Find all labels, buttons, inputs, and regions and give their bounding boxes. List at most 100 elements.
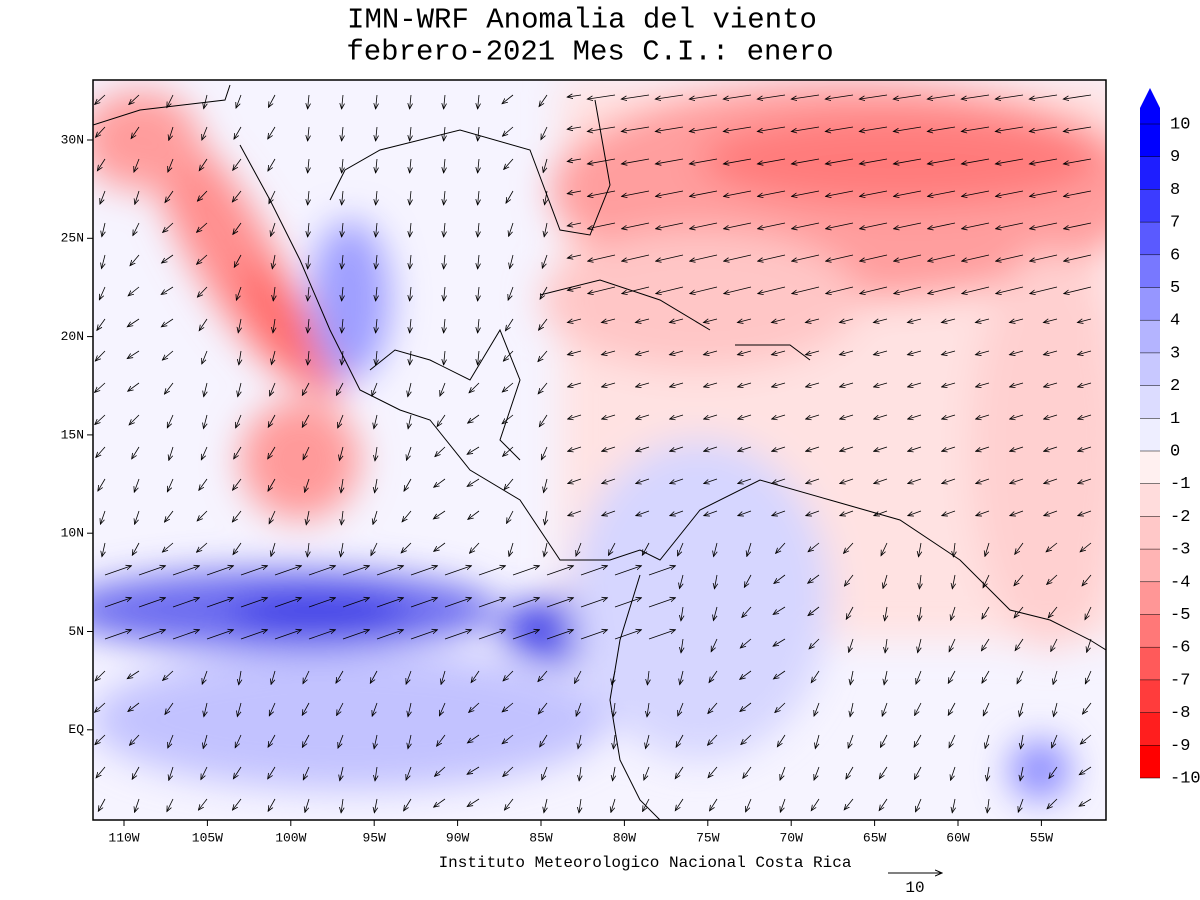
wind-arrow (647, 702, 649, 717)
colorbar-label: -10 (1170, 769, 1200, 788)
wind-arrow (942, 478, 956, 484)
wind-arrow (983, 574, 990, 588)
wind-arrow (587, 158, 616, 164)
wind-arrow (540, 734, 548, 747)
wind-arrow (714, 574, 717, 589)
wind-arrow (1030, 286, 1058, 294)
wind-arrow (302, 734, 310, 747)
wind-arrow (740, 670, 752, 679)
wind-arrow (104, 630, 131, 640)
wind-arrow (168, 734, 174, 748)
wind-arrow (738, 478, 752, 484)
wind-arrow (1030, 190, 1058, 196)
wind-arrow (928, 286, 956, 294)
wind-arrow (341, 478, 343, 493)
wind-arrow (927, 126, 956, 132)
lat-tick-label: EQ (68, 722, 84, 737)
wind-arrow (1009, 319, 1024, 323)
wind-arrow (773, 638, 786, 646)
wind-arrow (670, 478, 684, 484)
wind-arrow (342, 318, 343, 333)
wind-arrow (444, 566, 471, 576)
wind-arrow (342, 126, 343, 141)
wind-arrow (1077, 319, 1092, 323)
colorbar-label: 5 (1170, 279, 1180, 298)
wind-arrow (885, 638, 887, 653)
wind-arrow (883, 574, 888, 588)
wind-arrow (127, 350, 140, 359)
wind-arrow (636, 351, 650, 355)
wind-arrow (908, 478, 922, 484)
wind-arrow (679, 574, 683, 589)
wind-arrow (376, 126, 377, 141)
wind-arrow (238, 318, 241, 333)
wind-arrow (434, 798, 446, 807)
wind-arrow (919, 606, 921, 621)
wind-arrow (806, 478, 820, 484)
wind-arrow (239, 350, 241, 365)
wind-arrow (942, 414, 956, 419)
map-frame (92, 79, 1107, 821)
wind-arrow (308, 630, 335, 640)
wind-arrow (444, 190, 445, 205)
wind-arrow (806, 382, 820, 387)
wind-arrow (772, 478, 786, 484)
wind-arrow (602, 510, 616, 516)
wind-arrow (825, 158, 854, 164)
wind-arrow (987, 766, 989, 781)
wind-arrow (131, 126, 140, 139)
wind-arrow (574, 670, 582, 683)
wind-arrow (758, 222, 786, 229)
wind-arrow (840, 510, 854, 516)
wind-arrow (236, 286, 242, 300)
wind-arrow (163, 670, 174, 680)
wind-arrow (1029, 158, 1058, 164)
wind-arrow (172, 598, 199, 608)
wind-arrow (238, 382, 241, 397)
wind-arrow (233, 222, 242, 234)
wind-arrow (655, 94, 684, 99)
wind-arrow (636, 510, 650, 516)
wind-vectors (95, 94, 1092, 813)
wind-arrow (408, 414, 411, 429)
colorbar-bin (1140, 222, 1160, 255)
wind-arrow (444, 94, 445, 109)
wind-arrow (680, 670, 683, 685)
wind-arrow (1044, 382, 1058, 387)
wind-arrow (274, 598, 301, 608)
wind-arrow (169, 766, 174, 780)
wind-arrow (467, 798, 480, 807)
wind-arrow (503, 446, 514, 456)
wind-arrow (689, 126, 718, 132)
wind-arrow (772, 446, 786, 451)
wind-arrow (588, 190, 616, 196)
wind-arrow (675, 766, 684, 779)
wind-arrow (1078, 446, 1092, 451)
wind-arrow (874, 510, 888, 516)
wind-arrow (509, 222, 514, 236)
wind-arrow (341, 542, 343, 557)
wind-arrow (197, 222, 208, 232)
wind-arrow (602, 351, 616, 355)
wind-arrow (908, 414, 922, 419)
wind-arrow (437, 734, 446, 746)
lat-axis: 30N 25N 20N 15N 10N 5N EQ (61, 132, 93, 737)
lon-tick-label: 95W (362, 830, 386, 845)
wind-arrow (206, 598, 233, 608)
wind-arrow (337, 702, 344, 715)
wind-arrow (579, 798, 581, 813)
wind-arrow (273, 318, 275, 333)
colorbar-label: 6 (1170, 246, 1180, 265)
wind-arrow (376, 350, 377, 365)
wind-arrow (268, 446, 276, 459)
wind-arrow (127, 670, 140, 679)
wind-arrow (636, 478, 650, 484)
wind-arrow (874, 414, 888, 419)
wind-arrow (981, 638, 990, 651)
wind-arrow (996, 254, 1024, 261)
wind-arrow (306, 510, 309, 525)
wind-arrow (95, 350, 106, 361)
wind-arrow (1078, 478, 1092, 484)
wind-arrow (567, 319, 582, 323)
wind-arrow (879, 766, 888, 779)
